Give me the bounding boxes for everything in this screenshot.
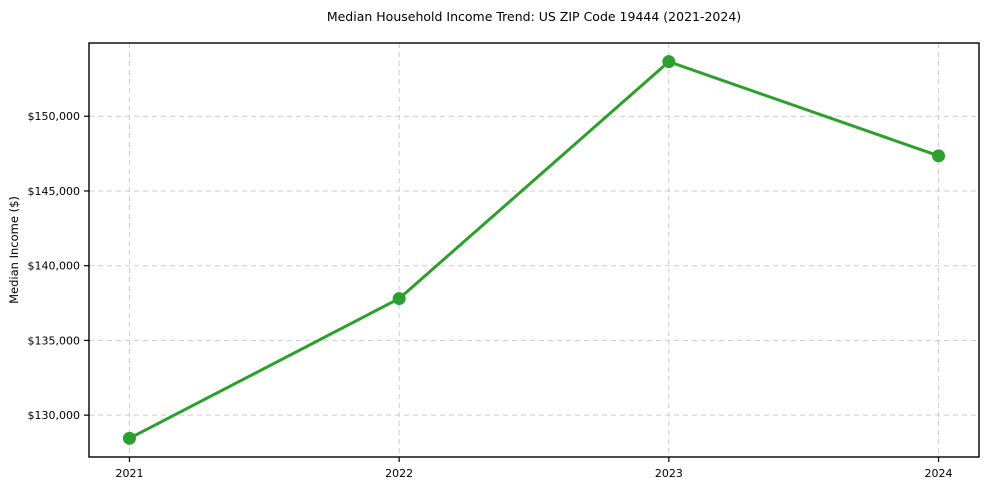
plot-border bbox=[88, 42, 980, 458]
x-tick-label: 2023 bbox=[655, 467, 683, 480]
data-point bbox=[122, 431, 136, 445]
x-tick-label: 2022 bbox=[385, 467, 413, 480]
y-tick-label: $130,000 bbox=[28, 409, 81, 422]
y-tick-label: $150,000 bbox=[28, 110, 81, 123]
x-tick-label: 2024 bbox=[925, 467, 953, 480]
x-tick-label: 2021 bbox=[115, 467, 143, 480]
y-tick-label: $140,000 bbox=[28, 260, 81, 273]
y-tick-label: $135,000 bbox=[28, 334, 81, 347]
data-point bbox=[392, 292, 406, 306]
y-tick-label: $145,000 bbox=[28, 185, 81, 198]
trend-line bbox=[127, 60, 941, 440]
data-point bbox=[662, 55, 676, 69]
data-point bbox=[932, 149, 946, 163]
chart-title: Median Household Income Trend: US ZIP Co… bbox=[326, 9, 742, 24]
